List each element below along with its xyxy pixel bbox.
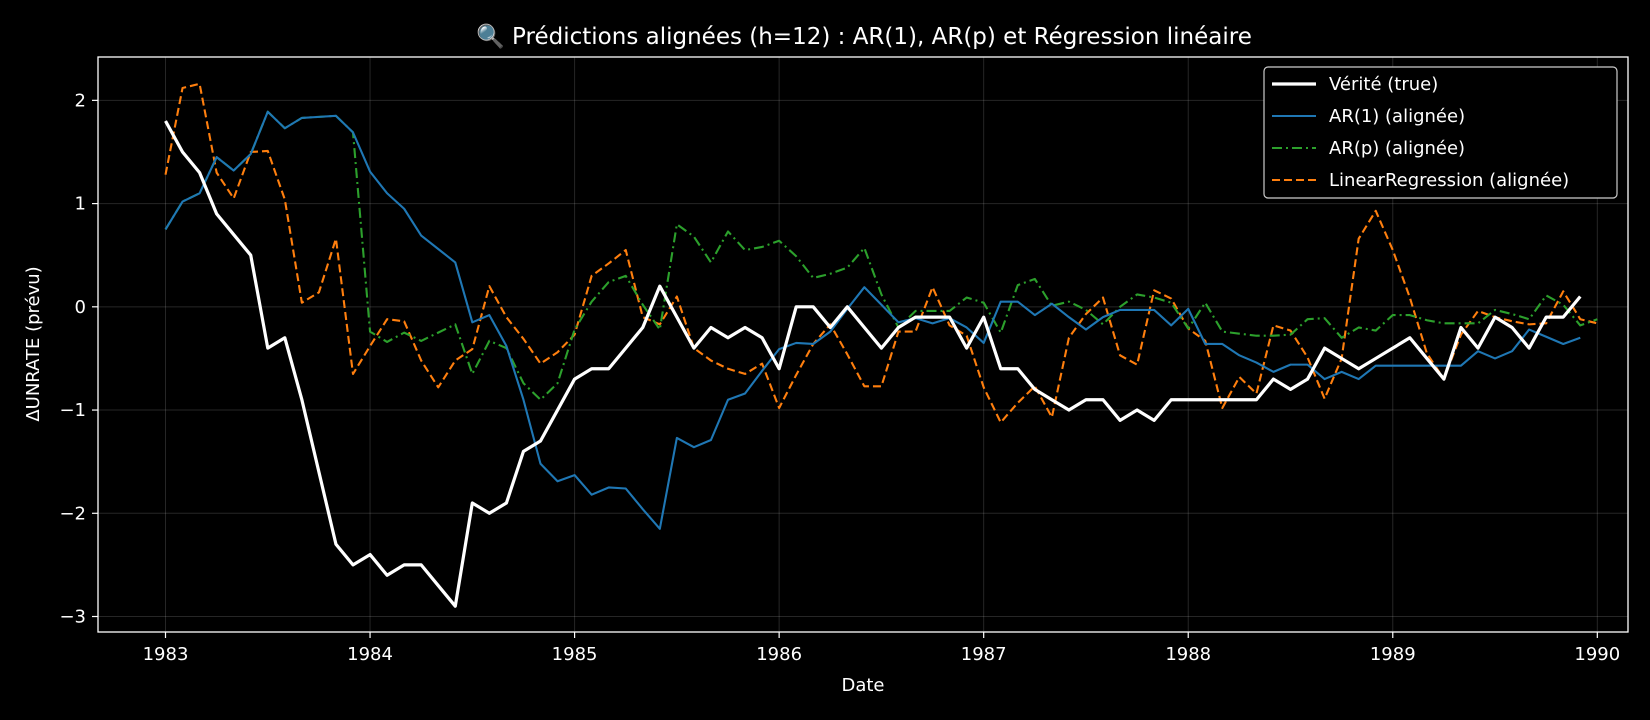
legend-label: AR(1) (alignée) xyxy=(1329,106,1465,127)
y-tick-label: −3 xyxy=(59,607,86,628)
y-tick-label: −2 xyxy=(59,503,86,524)
series-line-0 xyxy=(164,120,1582,608)
y-tick-label: −1 xyxy=(59,400,86,421)
x-tick-label: 1985 xyxy=(552,644,598,665)
series-line-1 xyxy=(164,110,1581,530)
legend: Vérité (true) AR(1) (alignée) AR(p) (align… xyxy=(1263,66,1618,199)
legend-label: Vérité (true) xyxy=(1329,74,1438,95)
x-tick-label: 1986 xyxy=(756,644,802,665)
legend-box xyxy=(1263,66,1618,199)
x-axis: 1983 1984 1985 1986 1987 1988 1989 1990 xyxy=(143,632,1620,665)
x-tick-label: 1984 xyxy=(347,644,393,665)
y-tick-label: 1 xyxy=(75,194,86,215)
y-axis: 2 1 0 −1 −2 −3 xyxy=(59,90,98,628)
series-line-3 xyxy=(164,82,1598,424)
plot-frame xyxy=(97,56,1629,633)
x-tick-label: 1990 xyxy=(1574,644,1620,665)
x-tick-label: 1987 xyxy=(961,644,1007,665)
x-tick-label: 1988 xyxy=(1165,644,1211,665)
y-axis-label: ΔUNRATE (prévu) xyxy=(23,266,44,421)
x-tick-label: 1989 xyxy=(1370,644,1416,665)
chart-title: 🔍 Prédictions alignées (h=12) : AR(1), A… xyxy=(476,21,1252,50)
legend-label: LinearRegression (alignée) xyxy=(1329,170,1569,191)
series-line-2 xyxy=(164,110,1598,401)
x-tick-label: 1983 xyxy=(143,644,189,665)
y-tick-label: 2 xyxy=(75,90,86,111)
series-layer xyxy=(164,82,1598,608)
y-tick-label: 0 xyxy=(75,297,86,318)
x-axis-label: Date xyxy=(841,675,884,696)
legend-label: AR(p) (alignée) xyxy=(1329,138,1465,159)
